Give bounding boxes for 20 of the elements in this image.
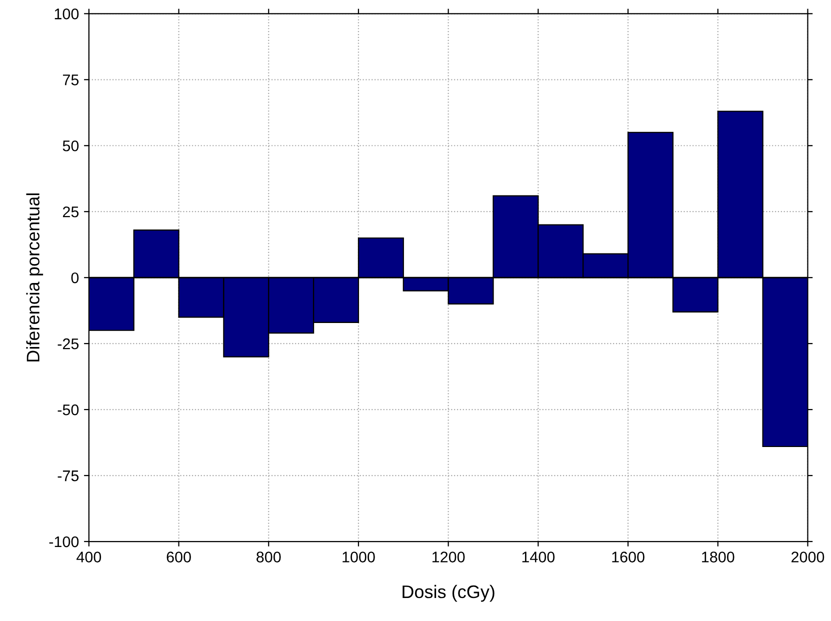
x-tick-label: 1200 (432, 552, 465, 562)
y-tick-label: 0 (71, 272, 79, 284)
y-tick-label: -50 (58, 404, 79, 416)
y-tick-label: 25 (62, 206, 79, 218)
x-tick-label: 1000 (342, 552, 375, 562)
y-tick-label: -75 (58, 470, 79, 482)
y-tick-label: 100 (54, 8, 79, 20)
x-tick-label: 600 (166, 552, 191, 562)
x-tick-label: 1400 (522, 552, 555, 562)
y-tick-label: -100 (49, 536, 79, 548)
x-tick-label: 2000 (792, 552, 824, 562)
x-axis-title: Dosis (cGy) (402, 584, 494, 602)
x-tick-label: 1800 (702, 552, 734, 562)
y-tick-label: 75 (62, 74, 79, 86)
y-axis-title: Diferencia porcentual (26, 193, 44, 362)
x-tick-label: 400 (76, 552, 102, 562)
x-tick-label: 1600 (612, 552, 644, 562)
x-tick-label: 800 (256, 552, 281, 562)
y-tick-label: -25 (58, 338, 79, 350)
y-tick-label: 50 (62, 140, 79, 152)
